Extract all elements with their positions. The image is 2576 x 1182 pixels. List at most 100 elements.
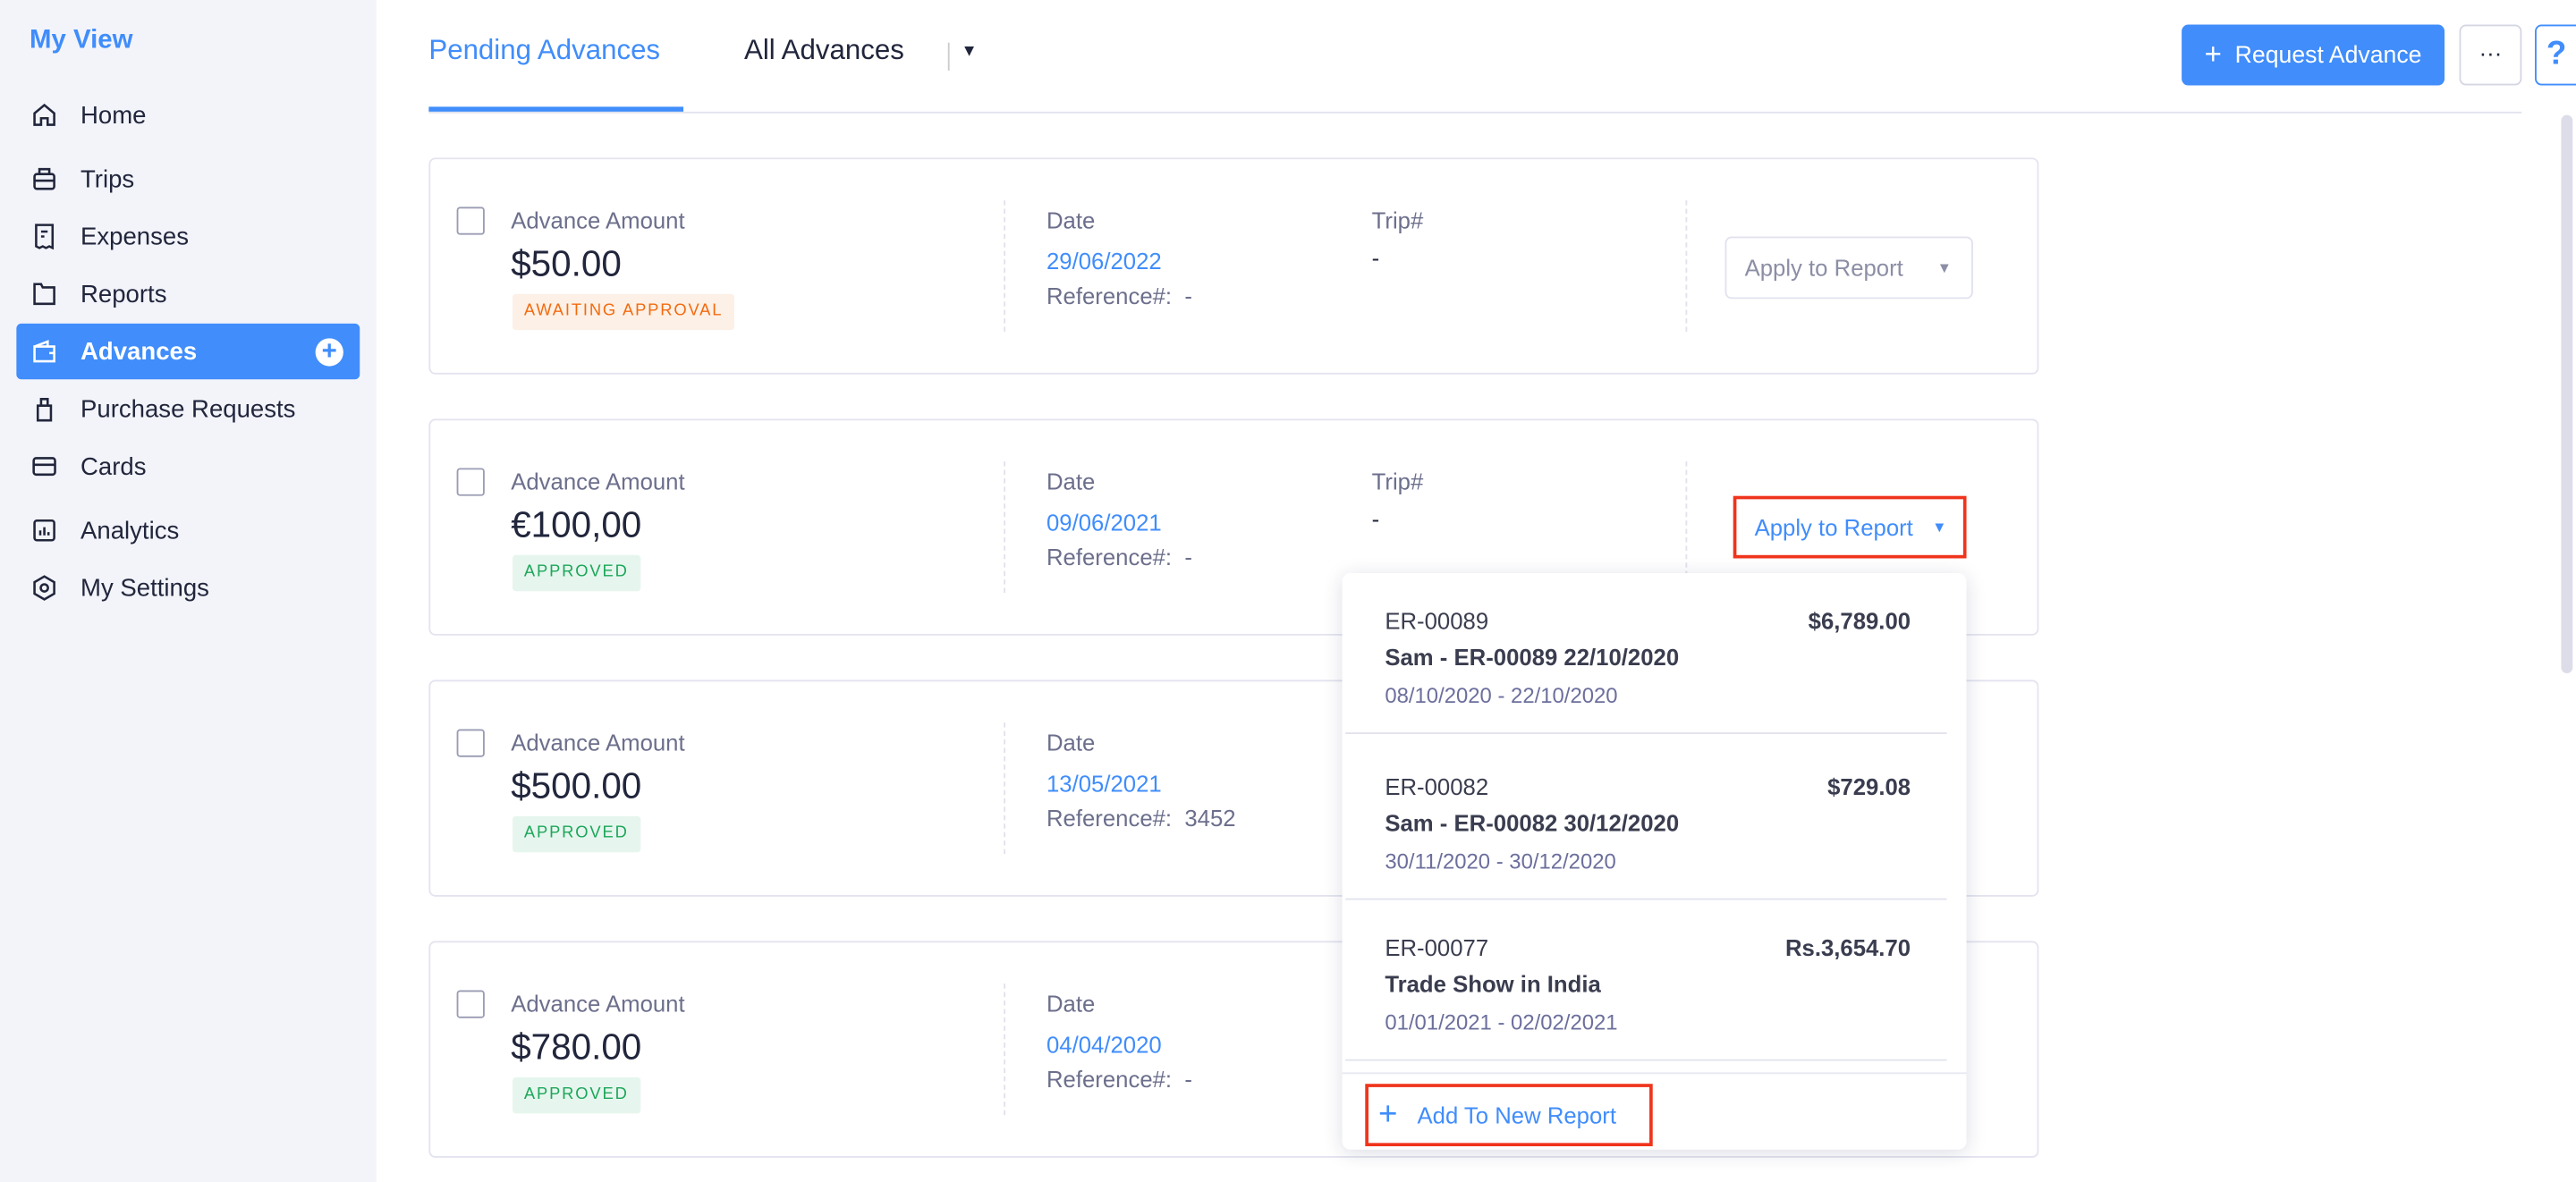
reference: Reference#: - [1046, 283, 1192, 308]
sidebar-item-cards[interactable]: Cards [16, 438, 360, 494]
sidebar-item-reports[interactable]: Reports [16, 266, 360, 322]
sidebar-item-my-settings[interactable]: My Settings [16, 560, 360, 615]
card-icon [32, 457, 56, 477]
advance-date[interactable]: 13/05/2021 [1046, 770, 1162, 797]
divider [1685, 461, 1688, 594]
request-advance-label: Request Advance [2234, 41, 2422, 69]
sidebar-item-advances[interactable]: Advances + [16, 323, 360, 380]
sidebar-item-label: Trips [80, 165, 135, 193]
reference-label: Reference#: [1046, 804, 1173, 832]
report-amount: $729.08 [1827, 773, 1911, 800]
sidebar-item-home[interactable]: Home [16, 87, 360, 142]
reference: Reference#: - [1046, 544, 1192, 570]
advance-checkbox[interactable] [456, 207, 485, 235]
report-dates: 01/01/2021 - 02/02/2021 [1385, 1009, 1618, 1035]
home-icon [33, 103, 55, 126]
status-badge: APPROVED [513, 554, 640, 592]
trip-label: Trip# [1371, 468, 1424, 494]
date-label: Date [1046, 468, 1096, 494]
amount-label: Advance Amount [511, 990, 685, 1017]
date-label: Date [1046, 207, 1096, 233]
sidebar-item-label: Advances [80, 337, 198, 366]
reference-value: 3452 [1184, 804, 1236, 832]
report-amount: $6,789.00 [1808, 607, 1911, 634]
apply-to-report-menu: ER-00089 Sam - ER-00089 22/10/2020 08/10… [1342, 573, 1967, 1150]
advance-amount: €100,00 [511, 503, 642, 545]
tab-pending-advances[interactable]: Pending Advances [428, 34, 661, 66]
gear-icon [33, 575, 55, 601]
advance-amount: $780.00 [511, 1026, 642, 1068]
report-id: ER-00089 [1385, 607, 1489, 634]
analytics-icon [33, 519, 55, 542]
request-advance-button[interactable]: + Request Advance [2182, 24, 2445, 86]
reference-label: Reference#: [1046, 543, 1173, 570]
divider [1004, 200, 1006, 333]
apply-label: Apply to Report [1754, 513, 1913, 541]
sidebar-item-purchase-requests[interactable]: Purchase Requests [16, 381, 360, 436]
sidebar-item-label: Cards [80, 452, 147, 481]
help-button[interactable]: ? [2535, 24, 2576, 86]
report-amount: Rs.3,654.70 [1784, 934, 1911, 961]
advance-date[interactable]: 04/04/2020 [1046, 1031, 1162, 1058]
report-name: Sam - ER-00082 30/12/2020 [1385, 809, 1680, 836]
divider [1685, 200, 1688, 333]
sidebar-item-label: Purchase Requests [80, 394, 296, 423]
sidebar-item-label: Expenses [80, 222, 189, 251]
tabs-divider [428, 111, 2522, 114]
wallet-icon [33, 340, 55, 363]
tab-all-advances[interactable]: All Advances [744, 34, 904, 66]
sidebar-item-label: My Settings [80, 573, 209, 603]
advance-card: Advance Amount $50.00 AWAITING APPROVAL … [428, 157, 2039, 375]
sidebar-item-label: Reports [80, 280, 167, 308]
advance-checkbox[interactable] [456, 468, 485, 496]
scrollbar[interactable] [2561, 114, 2573, 674]
divider [1004, 984, 1006, 1116]
advance-checkbox[interactable] [456, 729, 485, 757]
report-option[interactable]: ER-00077 Trade Show in India 01/01/2021 … [1345, 900, 1947, 1061]
apply-to-report-dropdown[interactable]: Apply to Report ▼ [1724, 236, 1973, 300]
report-dates: 30/11/2020 - 30/12/2020 [1385, 849, 1616, 874]
advance-amount: $50.00 [511, 242, 622, 284]
amount-label: Advance Amount [511, 468, 685, 494]
sidebar-item-expenses[interactable]: Expenses [16, 208, 360, 264]
report-dates: 08/10/2020 - 22/10/2020 [1385, 683, 1618, 708]
active-tab-indicator [428, 106, 684, 112]
bag-icon [36, 398, 53, 422]
more-options-button[interactable]: ··· [2459, 24, 2522, 86]
apply-to-report-dropdown[interactable]: Apply to Report ▼ [1733, 495, 1967, 559]
menu-footer: + Add To New Report [1342, 1072, 1967, 1149]
sidebar-item-trips[interactable]: Trips [16, 151, 360, 207]
report-option[interactable]: ER-00089 Sam - ER-00089 22/10/2020 08/10… [1345, 573, 1947, 735]
report-name: Trade Show in India [1385, 970, 1601, 997]
sidebar-title: My View [30, 26, 133, 55]
date-label: Date [1046, 729, 1096, 756]
report-option[interactable]: ER-00082 Sam - ER-00082 30/12/2020 30/11… [1345, 739, 1947, 900]
add-new-label: Add To New Report [1417, 1102, 1616, 1128]
plus-icon: + [2204, 38, 2222, 71]
add-advance-icon[interactable]: + [315, 337, 343, 366]
report-id: ER-00082 [1385, 773, 1489, 800]
add-to-new-report-button[interactable]: + Add To New Report [1365, 1084, 1653, 1147]
caret-down-icon: ▼ [1936, 259, 1952, 276]
reference: Reference#: - [1046, 1066, 1192, 1092]
date-label: Date [1046, 990, 1096, 1017]
plus-icon: + [1377, 1096, 1398, 1134]
amount-label: Advance Amount [511, 729, 685, 756]
status-badge: APPROVED [513, 815, 640, 853]
advance-date[interactable]: 29/06/2022 [1046, 248, 1162, 274]
advance-date[interactable]: 09/06/2021 [1046, 509, 1162, 536]
reference-value: - [1184, 282, 1192, 309]
status-badge: APPROVED [513, 1076, 640, 1114]
caret-down-icon[interactable]: ▼ [961, 42, 978, 61]
advance-checkbox[interactable] [456, 990, 485, 1018]
sidebar-item-analytics[interactable]: Analytics [16, 502, 360, 558]
suitcase-icon [33, 167, 55, 190]
reference-label: Reference#: [1046, 1066, 1173, 1093]
reference-value: - [1184, 543, 1192, 570]
trip-value: - [1371, 244, 1380, 272]
advance-amount: $500.00 [511, 764, 642, 806]
report-id: ER-00077 [1385, 934, 1489, 961]
report-name: Sam - ER-00089 22/10/2020 [1385, 643, 1680, 671]
sidebar-item-label: Home [80, 100, 147, 130]
tab-separator [947, 42, 950, 71]
